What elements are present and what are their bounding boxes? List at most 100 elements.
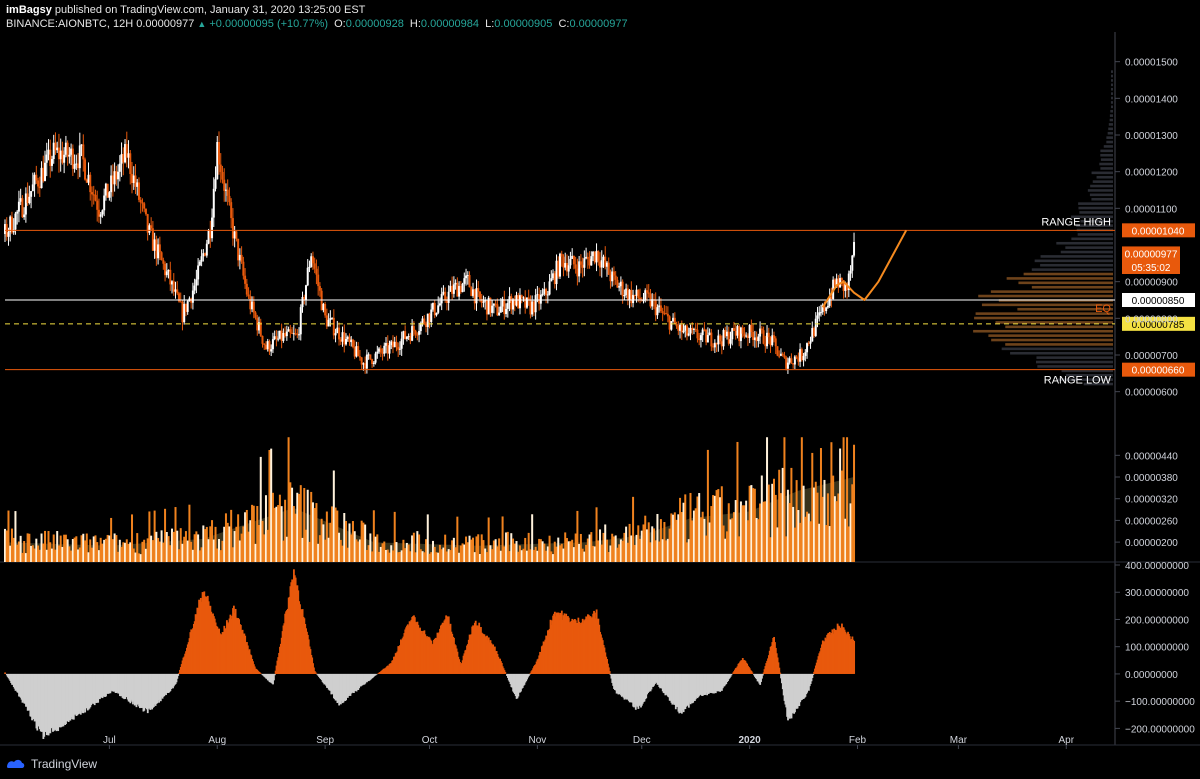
volume-bar <box>379 546 382 562</box>
volume-bar <box>338 532 341 562</box>
candle-body <box>571 255 574 259</box>
volume-bar <box>211 520 214 562</box>
volume-bar <box>739 501 742 562</box>
candle-body <box>659 305 662 312</box>
volume-bar <box>197 534 200 562</box>
volume-bar <box>291 487 294 562</box>
volume-bar <box>59 535 62 562</box>
volume-bar <box>143 539 146 562</box>
volume-bar <box>708 522 711 562</box>
volume-bar <box>425 539 428 562</box>
volume-bar <box>835 501 838 562</box>
candle-body <box>572 255 575 265</box>
candle-body <box>687 333 690 336</box>
last-price: 0.00000977 <box>136 18 195 30</box>
volume-bar <box>781 467 784 562</box>
candle-body <box>374 353 377 363</box>
volume-bar <box>842 437 845 562</box>
candle-body <box>475 288 478 304</box>
volume-bar <box>628 523 631 562</box>
candle-body <box>677 326 680 331</box>
candle-body <box>37 180 40 187</box>
volume-bar <box>400 550 403 562</box>
candle-body <box>522 297 525 299</box>
volume-bar <box>553 541 556 562</box>
candle-body <box>231 218 234 239</box>
candle-body <box>258 322 261 331</box>
candle-body <box>228 195 231 203</box>
volume-bar <box>786 489 789 562</box>
eq-label: EQ <box>1095 303 1111 315</box>
volume-bar <box>195 531 198 562</box>
candle-body <box>407 336 410 338</box>
projection-path <box>821 229 908 308</box>
candle-body <box>68 154 71 157</box>
volume-bar <box>385 549 388 562</box>
volume-bar <box>324 539 327 562</box>
candle-body <box>212 188 215 218</box>
candle-body <box>494 303 497 305</box>
volume-bar <box>263 534 266 562</box>
candle-body <box>776 346 779 356</box>
volume-bar <box>581 548 584 562</box>
volume-bar <box>320 518 323 562</box>
candle-body <box>167 269 170 272</box>
candle-body <box>351 339 354 347</box>
candle-body <box>658 305 661 308</box>
author-name[interactable]: imBagsy <box>6 4 52 16</box>
candle-body <box>722 330 725 347</box>
candle-body <box>49 149 52 166</box>
candle-body <box>807 343 810 345</box>
candle-body <box>115 171 118 180</box>
candle-body <box>724 330 727 337</box>
candle-body <box>254 312 257 318</box>
volume-bar <box>176 530 179 562</box>
volume-profile-bar <box>1077 233 1113 236</box>
volume-bar <box>259 456 262 562</box>
candle-body <box>578 261 581 277</box>
low-label: L: <box>485 18 495 30</box>
volume-bar <box>623 532 626 562</box>
volume-bar <box>804 516 807 562</box>
candle-body <box>465 275 468 279</box>
volume-profile-bar <box>995 321 1113 324</box>
candle-body <box>249 296 252 310</box>
volume-profile-bar <box>1023 272 1113 276</box>
candle-body <box>786 362 789 369</box>
candle-body <box>172 281 175 292</box>
symbol-label[interactable]: BINANCE:AIONBTC, 12H <box>6 18 134 30</box>
volume-profile-bar <box>1106 140 1113 144</box>
volume-tick-label: 0.00000440 <box>1125 451 1178 462</box>
time-tick-label: Sep <box>316 735 334 746</box>
volume-bar <box>101 543 104 562</box>
volume-bar <box>350 534 353 562</box>
candle-body <box>202 253 205 257</box>
volume-bar <box>679 497 682 562</box>
candle-body <box>833 279 836 286</box>
candle-body <box>593 251 596 263</box>
candle-body <box>611 271 614 282</box>
volume-bar <box>146 538 149 562</box>
volume-bar <box>531 514 534 562</box>
candle-body <box>809 341 812 344</box>
candle-body <box>19 198 22 202</box>
volume-bar <box>797 510 800 562</box>
volume-bar <box>106 534 109 562</box>
volume-bar <box>538 538 541 562</box>
volume-bar <box>734 500 737 562</box>
volume-profile-bar <box>1090 184 1113 188</box>
volume-bar <box>244 512 247 562</box>
volume-bar <box>207 539 210 562</box>
volume-bar <box>828 526 831 562</box>
candle-body <box>111 175 114 185</box>
volume-profile-bar <box>1106 136 1113 139</box>
volume-bar <box>565 538 568 562</box>
candle-body <box>459 285 462 293</box>
volume-bar <box>769 537 772 562</box>
volume-bar <box>322 524 325 562</box>
volume-bar <box>440 549 443 562</box>
candle-body <box>492 303 495 306</box>
tradingview-footer[interactable]: TradingView <box>6 757 97 771</box>
candle-body <box>819 312 822 314</box>
